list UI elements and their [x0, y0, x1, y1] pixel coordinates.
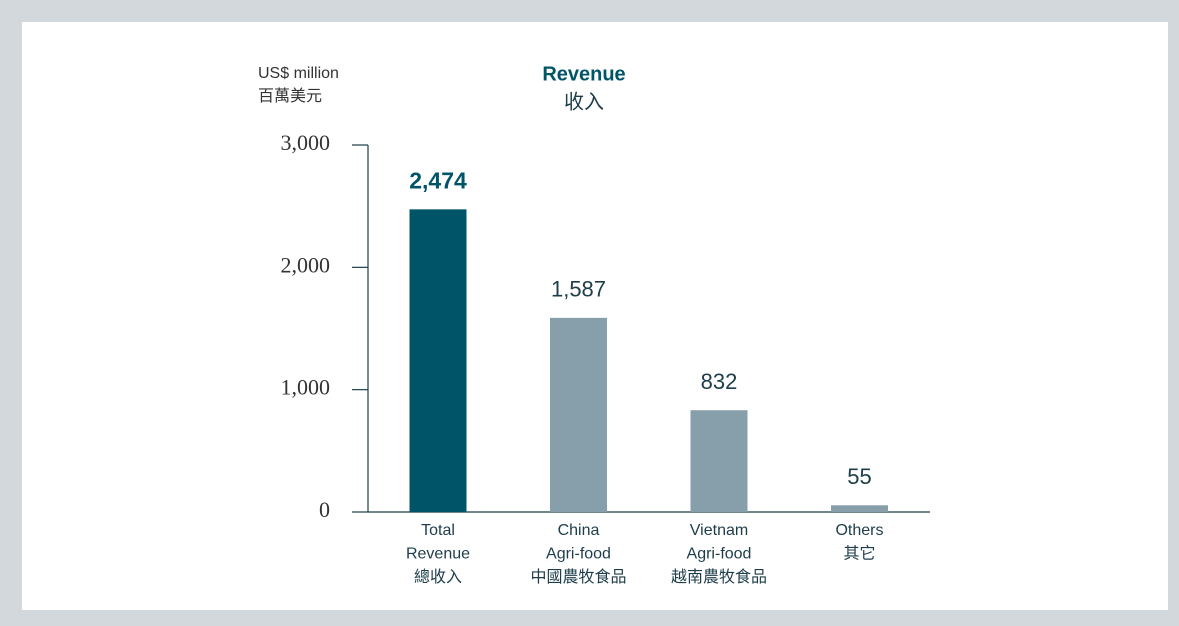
x-tick-label: 總收入: [414, 568, 462, 586]
x-tick-label: Vietnam: [690, 522, 748, 539]
x-tick-label: Others: [835, 522, 883, 539]
x-tick-label: China: [558, 522, 600, 539]
y-tick-label: 2,000: [281, 252, 331, 277]
bar: [690, 410, 748, 512]
y-tick-label: 0: [319, 497, 330, 522]
x-tick-label: 其它: [843, 545, 875, 563]
chart-title: Revenue: [542, 63, 625, 85]
y-axis-label: US$ million: [258, 65, 339, 82]
y-tick-label: 3,000: [281, 130, 331, 155]
bar: [409, 209, 467, 512]
value-label: 832: [701, 369, 738, 394]
bar: [831, 505, 888, 512]
value-label: 1,587: [551, 277, 606, 302]
bar: [550, 317, 607, 512]
y-axis-label: 百萬美元: [258, 87, 322, 105]
x-tick-label: Revenue: [406, 546, 470, 563]
y-tick-label: 1,000: [281, 375, 331, 400]
value-label: 55: [847, 464, 871, 489]
x-tick-label: Agri-food: [546, 546, 611, 563]
x-tick-label: 中國農牧食品: [530, 568, 626, 586]
chart-subtitle: 收入: [564, 90, 604, 113]
x-tick-label: Agri-food: [687, 546, 752, 563]
x-tick-label: Total: [421, 522, 455, 539]
x-tick-label: 越南農牧食品: [671, 568, 767, 586]
value-label: 2,474: [409, 167, 467, 193]
